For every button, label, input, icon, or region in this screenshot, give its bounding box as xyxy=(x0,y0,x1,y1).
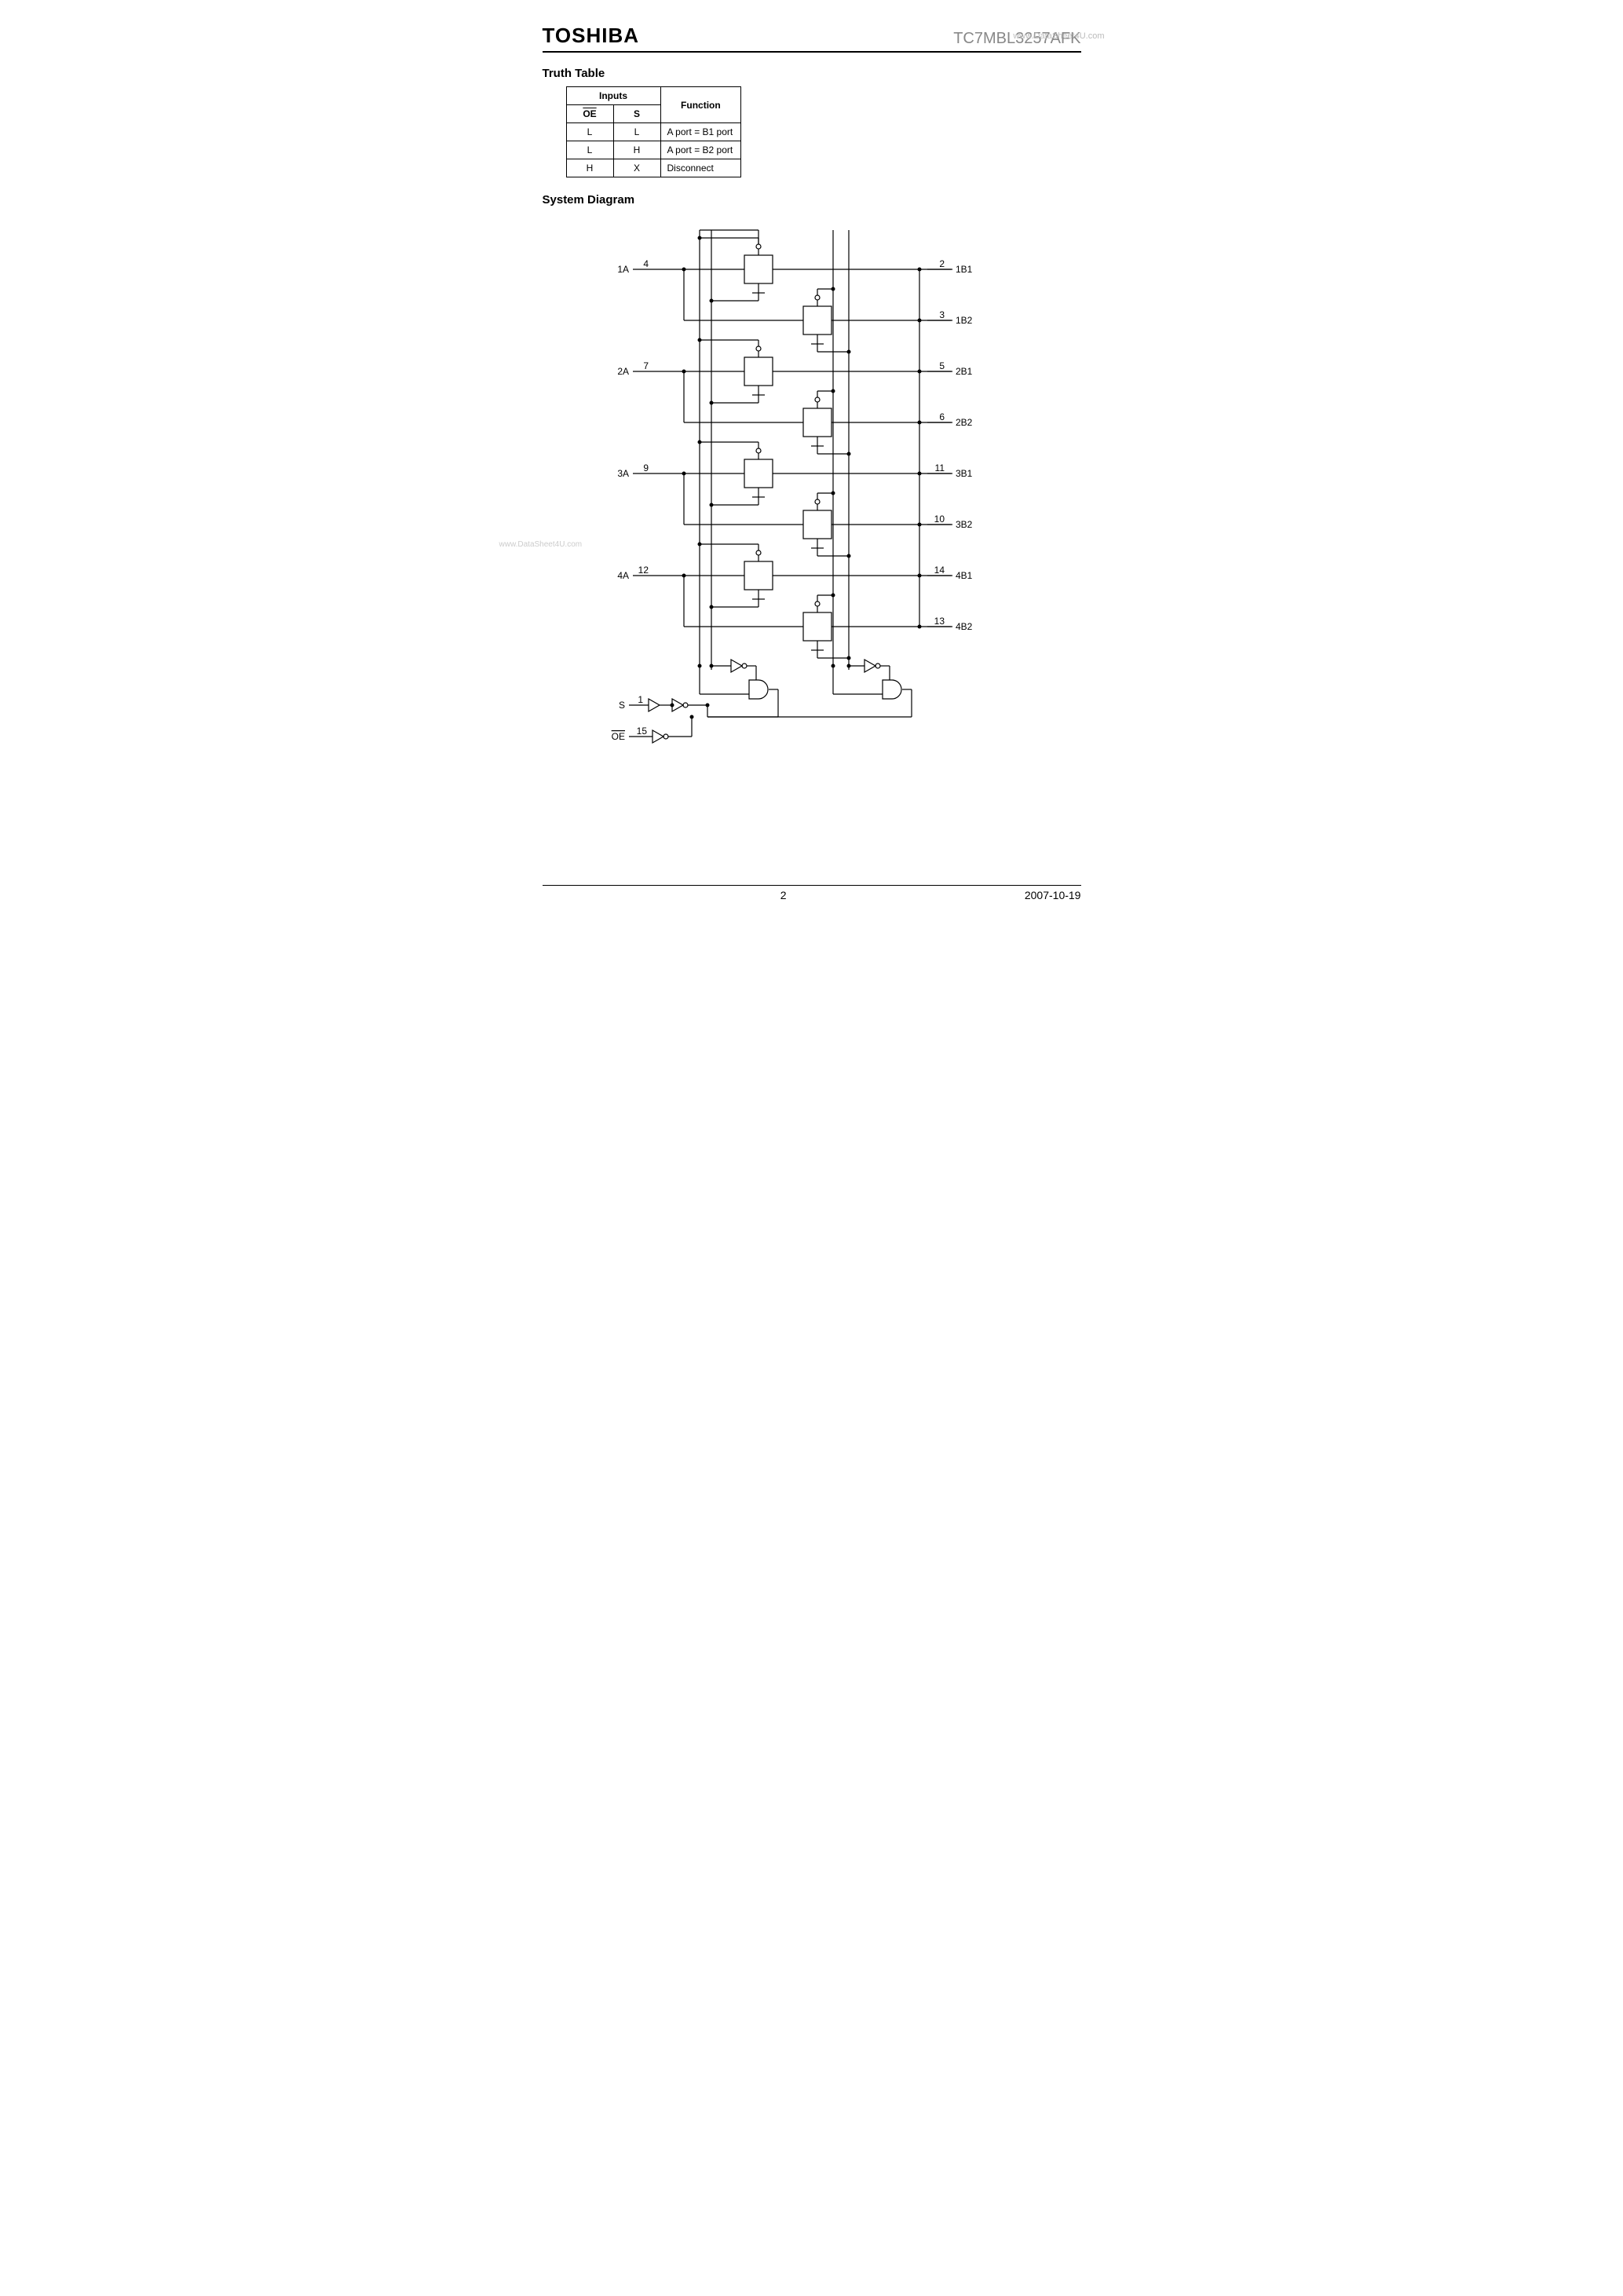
th-s: S xyxy=(613,105,660,123)
svg-text:14: 14 xyxy=(934,565,945,576)
system-diagram-heading: System Diagram xyxy=(543,193,1081,207)
svg-text:6: 6 xyxy=(939,411,945,422)
diagram-svg: 1A 4 1B1 2 1B2 3 2A 7 2B1 5 2B2 6 3A 9 3B1 11 3B2 10 4A 12 4… xyxy=(574,214,1061,764)
svg-text:9: 9 xyxy=(643,462,649,473)
svg-text:4A: 4A xyxy=(617,570,629,581)
truth-table: Inputs Function OE S L L A port = B1 por… xyxy=(566,86,742,177)
th-oe: OE xyxy=(566,105,613,123)
svg-text:13: 13 xyxy=(934,616,945,627)
page-header: TOSHIBA TC7MBL3257AFK xyxy=(543,24,1081,53)
truth-table-heading: Truth Table xyxy=(543,67,1081,80)
svg-text:S: S xyxy=(618,700,624,711)
svg-text:11: 11 xyxy=(934,462,945,473)
svg-text:5: 5 xyxy=(939,360,945,371)
footer-date: 2007-10-19 xyxy=(1025,889,1081,901)
svg-text:4B2: 4B2 xyxy=(956,621,973,632)
svg-text:2: 2 xyxy=(939,258,945,269)
svg-text:4: 4 xyxy=(643,258,649,269)
svg-text:1B2: 1B2 xyxy=(956,315,973,326)
svg-text:1A: 1A xyxy=(617,264,629,275)
svg-text:15: 15 xyxy=(636,726,647,737)
svg-text:3B1: 3B1 xyxy=(956,468,973,479)
watermark-top-right: www.DataSheet4U.com xyxy=(1013,31,1104,41)
svg-text:2A: 2A xyxy=(617,366,629,377)
svg-text:7: 7 xyxy=(643,360,649,371)
svg-text:4B1: 4B1 xyxy=(956,570,973,581)
svg-text:2B2: 2B2 xyxy=(956,417,973,428)
page-footer: 2 2007-10-19 xyxy=(543,885,1081,901)
system-diagram: www.DataSheet4U.com xyxy=(543,214,1081,768)
th-inputs: Inputs xyxy=(566,87,660,105)
svg-text:1B1: 1B1 xyxy=(956,264,973,275)
svg-text:3: 3 xyxy=(939,309,945,320)
svg-text:1: 1 xyxy=(638,694,643,705)
th-function: Function xyxy=(660,87,741,123)
page-number: 2 xyxy=(780,889,787,901)
svg-text:2B1: 2B1 xyxy=(956,366,973,377)
watermark-left: www.DataSheet4U.com xyxy=(499,540,583,549)
table-row: L H A port = B2 port xyxy=(566,141,741,159)
svg-text:3B2: 3B2 xyxy=(956,519,973,530)
svg-text:OE: OE xyxy=(611,731,624,742)
svg-text:12: 12 xyxy=(638,565,649,576)
brand-logo-text: TOSHIBA xyxy=(543,24,640,48)
table-row: H X Disconnect xyxy=(566,159,741,177)
svg-text:10: 10 xyxy=(934,514,945,525)
svg-text:3A: 3A xyxy=(617,468,629,479)
page: www.DataSheet4U.com TOSHIBA TC7MBL3257AF… xyxy=(488,0,1136,917)
table-row: L L A port = B1 port xyxy=(566,123,741,141)
